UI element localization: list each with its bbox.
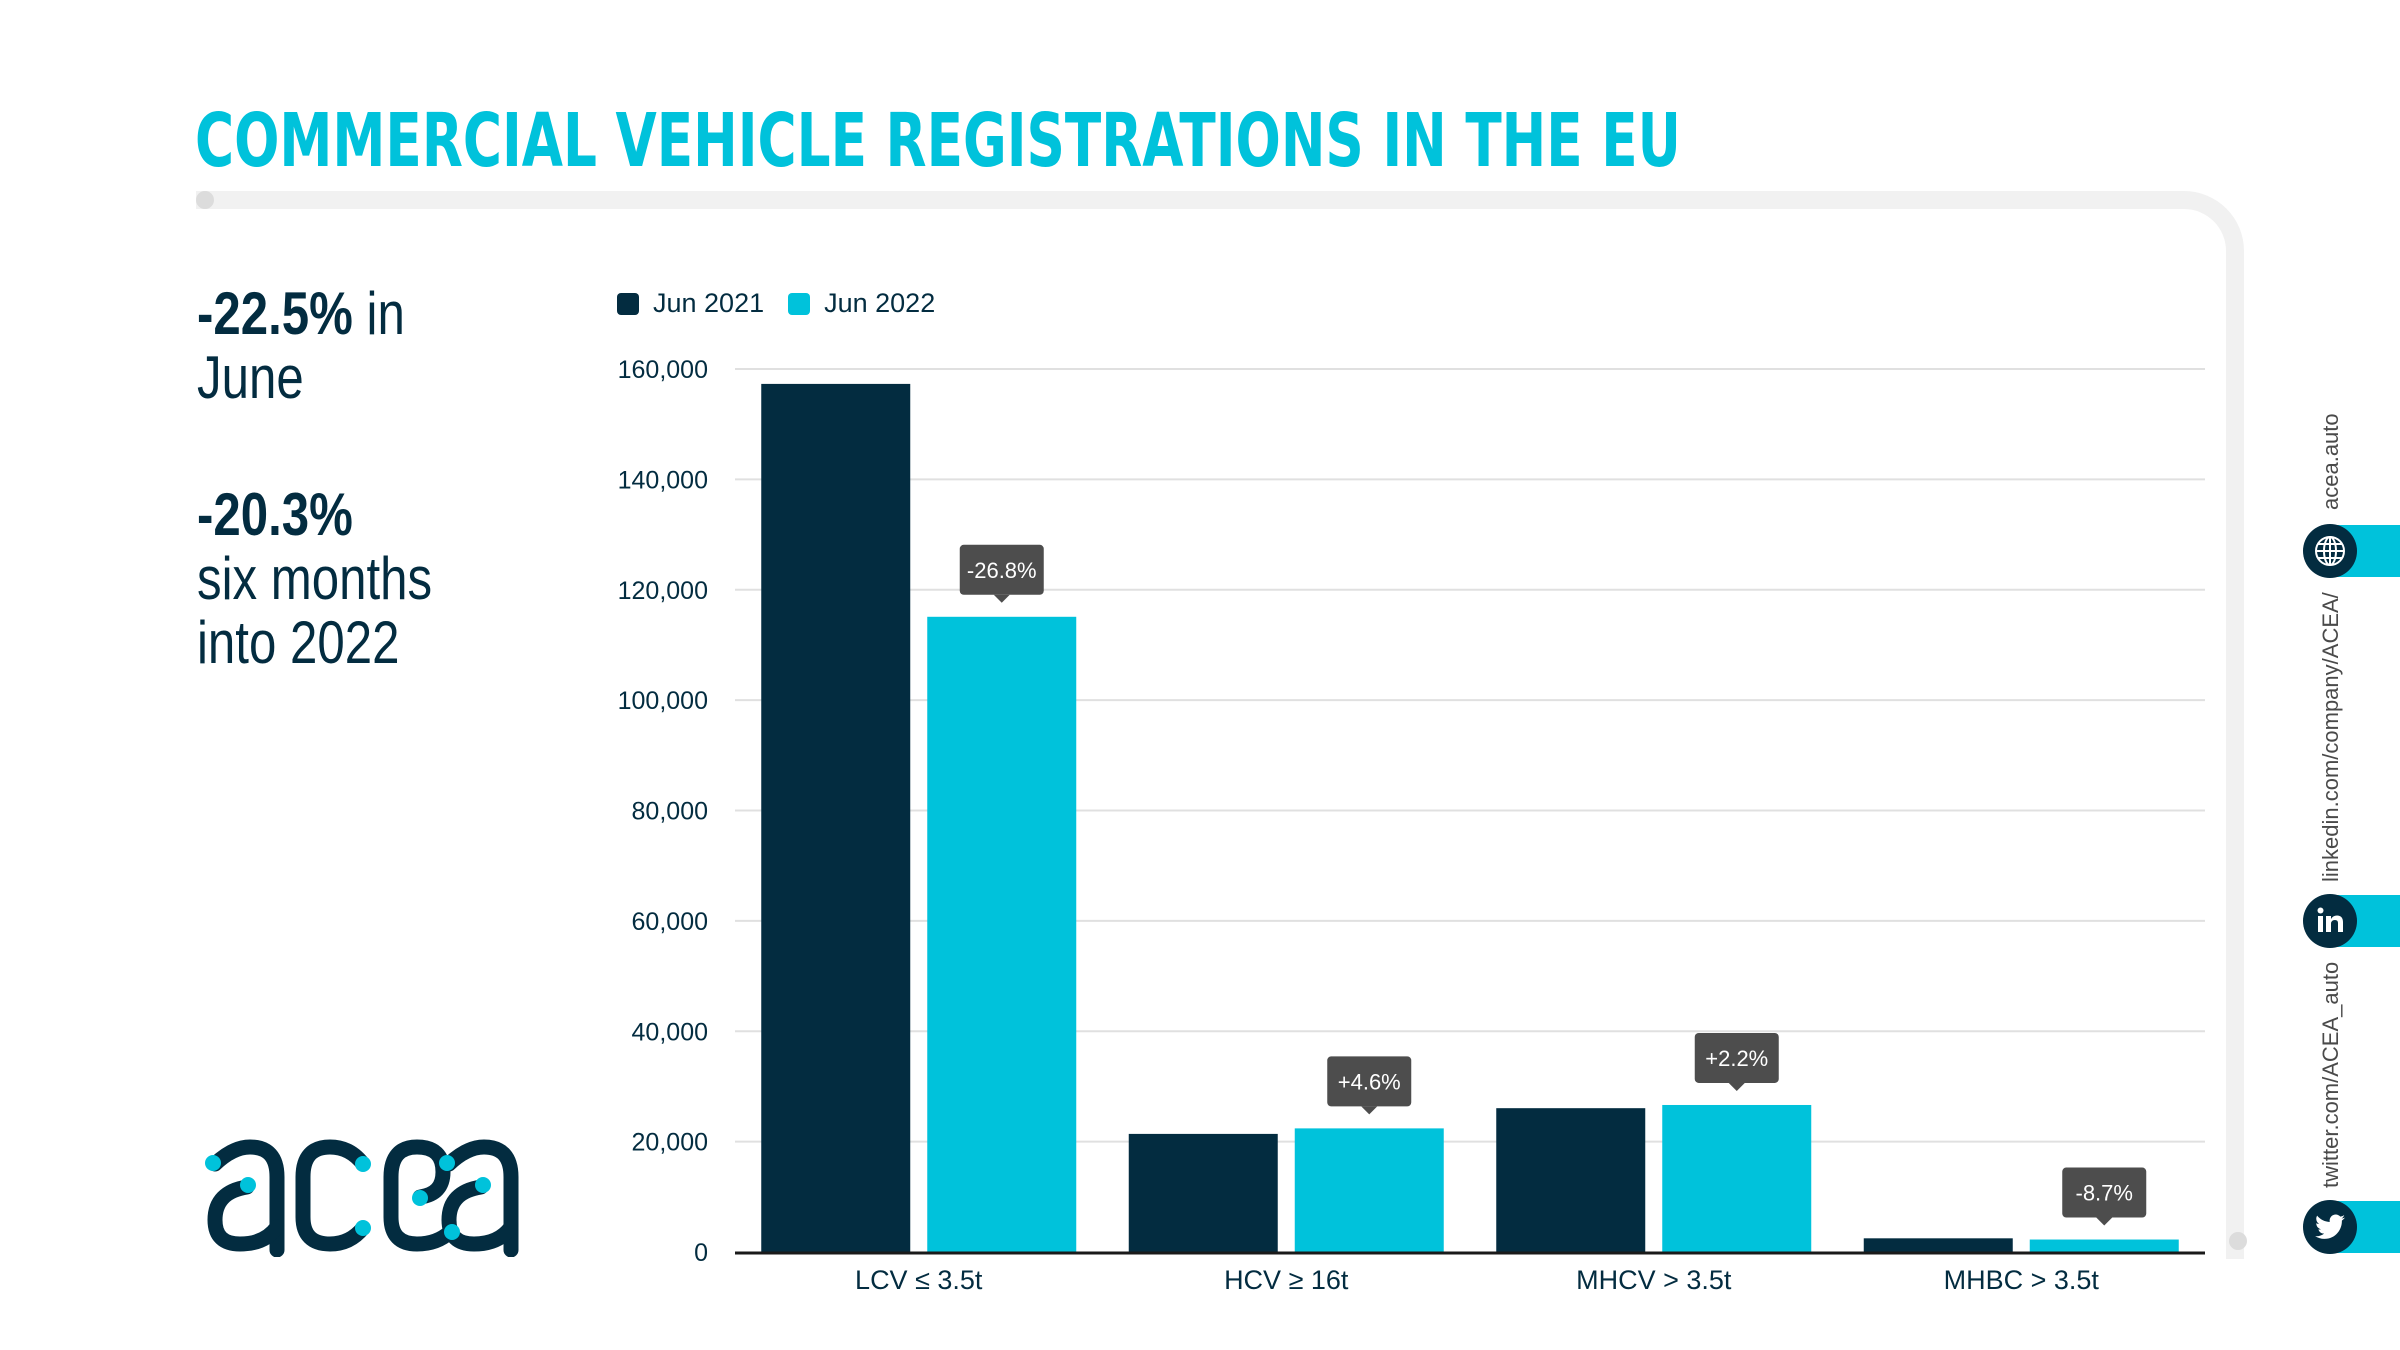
y-tick-label: 20,000 <box>632 1129 708 1157</box>
y-tick-label: 100,000 <box>618 687 708 715</box>
tooltip-text: +2.2% <box>1705 1046 1768 1071</box>
website-button[interactable] <box>2303 524 2357 578</box>
frame-border <box>196 191 2244 1259</box>
y-tick-label: 40,000 <box>632 1018 708 1046</box>
bar-2021[interactable] <box>1496 1108 1646 1252</box>
kpi-ytd-label-line1: six months <box>197 545 433 612</box>
tooltip-pointer <box>1361 1106 1378 1115</box>
y-tick-label: 160,000 <box>618 356 708 384</box>
globe-icon <box>2315 536 2345 566</box>
kpi-ytd: -20.3% six months into 2022 <box>197 483 432 675</box>
twitter-icon <box>2315 1214 2345 1239</box>
page-title: COMMERCIAL VEHICLE REGISTRATIONS IN THE … <box>195 98 1681 184</box>
acea-logo <box>205 1139 519 1257</box>
linkedin-button[interactable] <box>2303 894 2357 948</box>
change-tooltip: +4.6% <box>1327 1056 1412 1115</box>
x-tick-label: MHBC > 3.5t <box>1944 1265 2100 1295</box>
x-tick-label: HCV ≥ 16t <box>1224 1265 1349 1295</box>
kpi-ytd-label-line2: into 2022 <box>197 609 400 676</box>
y-tick-label: 80,000 <box>632 798 708 826</box>
twitter-link[interactable]: twitter.com/ACEA_auto <box>2318 961 2343 1188</box>
y-tick-label: 60,000 <box>632 908 708 936</box>
tooltip-box <box>2062 1167 2147 1218</box>
kpi-june: -22.5% in June <box>197 282 405 410</box>
website-link[interactable]: acea.auto <box>2318 413 2343 510</box>
change-tooltip: +2.2% <box>1694 1032 1779 1091</box>
legend-item-2021[interactable]: Jun 2021 <box>617 288 764 319</box>
tooltip-pointer <box>2096 1217 2113 1226</box>
y-tick-label: 0 <box>694 1239 708 1267</box>
bar-2022[interactable] <box>1662 1104 1812 1252</box>
y-axis-ticks: 0 20,000 40,000 60,000 80,000 100,000 120,000 1… <box>618 356 708 1267</box>
tooltip-box <box>959 544 1044 595</box>
legend-item-2022[interactable]: Jun 2022 <box>788 288 935 319</box>
change-annotations: -26.8% +4.6% +2.2% -8.7% <box>959 544 2147 1226</box>
twitter-button[interactable] <box>2303 1200 2357 1254</box>
tooltip-text: -26.8% <box>967 558 1037 583</box>
tooltip-pointer <box>993 594 1010 603</box>
frame-start-dot <box>196 191 214 209</box>
legend-swatch-2022 <box>788 292 811 315</box>
bar-2022[interactable] <box>1294 1128 1444 1252</box>
bar-2021[interactable] <box>1128 1133 1278 1252</box>
kpi-june-inline: in <box>352 280 405 347</box>
tooltip-text: +4.6% <box>1338 1069 1401 1094</box>
x-tick-label: MHCV > 3.5t <box>1576 1265 1732 1295</box>
linkedin-link[interactable]: linkedin.com/company/ACEA/ <box>2318 592 2343 882</box>
bar-2021[interactable] <box>761 383 911 1252</box>
tooltip-pointer <box>1728 1082 1745 1091</box>
frame-end-dot <box>2229 1232 2247 1250</box>
legend-label-2021: Jun 2021 <box>653 288 765 318</box>
kpi-june-label: June <box>197 344 304 411</box>
x-tick-label: LCV ≤ 3.5t <box>855 1265 983 1295</box>
bars <box>761 383 2179 1252</box>
change-tooltip: -8.7% <box>2062 1167 2147 1226</box>
bar-2022[interactable] <box>927 616 1077 1252</box>
tooltip-box <box>1327 1056 1412 1107</box>
chart-legend: Jun 2021 Jun 2022 <box>617 288 945 319</box>
linkedin-icon <box>2317 907 2343 932</box>
change-tooltip: -26.8% <box>959 544 1044 603</box>
legend-label-2022: Jun 2022 <box>824 288 936 318</box>
bar-2021[interactable] <box>1863 1238 2013 1252</box>
tooltip-text: -8.7% <box>2076 1181 2133 1206</box>
y-tick-label: 120,000 <box>618 577 708 605</box>
bar-2022[interactable] <box>2029 1239 2179 1252</box>
kpi-june-value: -22.5% <box>197 280 353 347</box>
y-tick-label: 140,000 <box>618 466 708 494</box>
tooltip-box <box>1694 1032 1779 1083</box>
legend-swatch-2021 <box>617 292 639 315</box>
kpi-ytd-value: -20.3% <box>197 481 353 548</box>
x-axis-labels: LCV ≤ 3.5t HCV ≥ 16t MHCV > 3.5t MHBC > 3.5… <box>855 1265 2099 1295</box>
